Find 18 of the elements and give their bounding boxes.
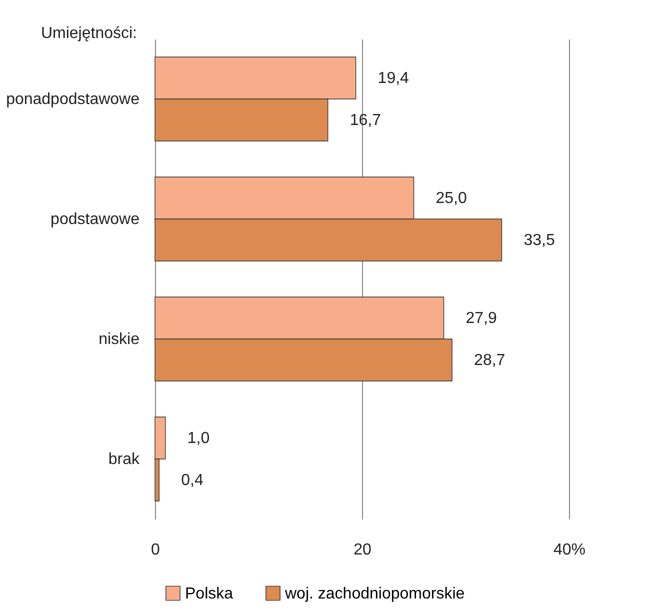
data-label: 1,0 bbox=[187, 430, 210, 447]
y-tick-label: podstawowe bbox=[50, 211, 140, 228]
data-label: 27,9 bbox=[466, 310, 498, 327]
data-label: 16,7 bbox=[350, 112, 382, 129]
y-tick-label: brak bbox=[108, 451, 140, 468]
y-tick-label: ponadpodstawowe bbox=[6, 91, 140, 108]
y-tick-label: niskie bbox=[98, 331, 140, 348]
text: Umiejętności: bbox=[40, 25, 137, 42]
data-label: 28,7 bbox=[474, 352, 506, 369]
x-tick-label: 40% bbox=[553, 542, 586, 558]
data-label: 33,5 bbox=[524, 232, 555, 249]
data-label: 0,4 bbox=[181, 472, 204, 489]
x-tick-label: 20 bbox=[354, 542, 372, 558]
legend-label: Polska bbox=[185, 585, 234, 602]
data-label: 25,0 bbox=[436, 190, 467, 207]
legend-label: woj. zachodniopomorskie bbox=[284, 585, 465, 602]
data-label: 19,4 bbox=[378, 70, 410, 87]
x-tick-label: 0 bbox=[151, 542, 160, 558]
